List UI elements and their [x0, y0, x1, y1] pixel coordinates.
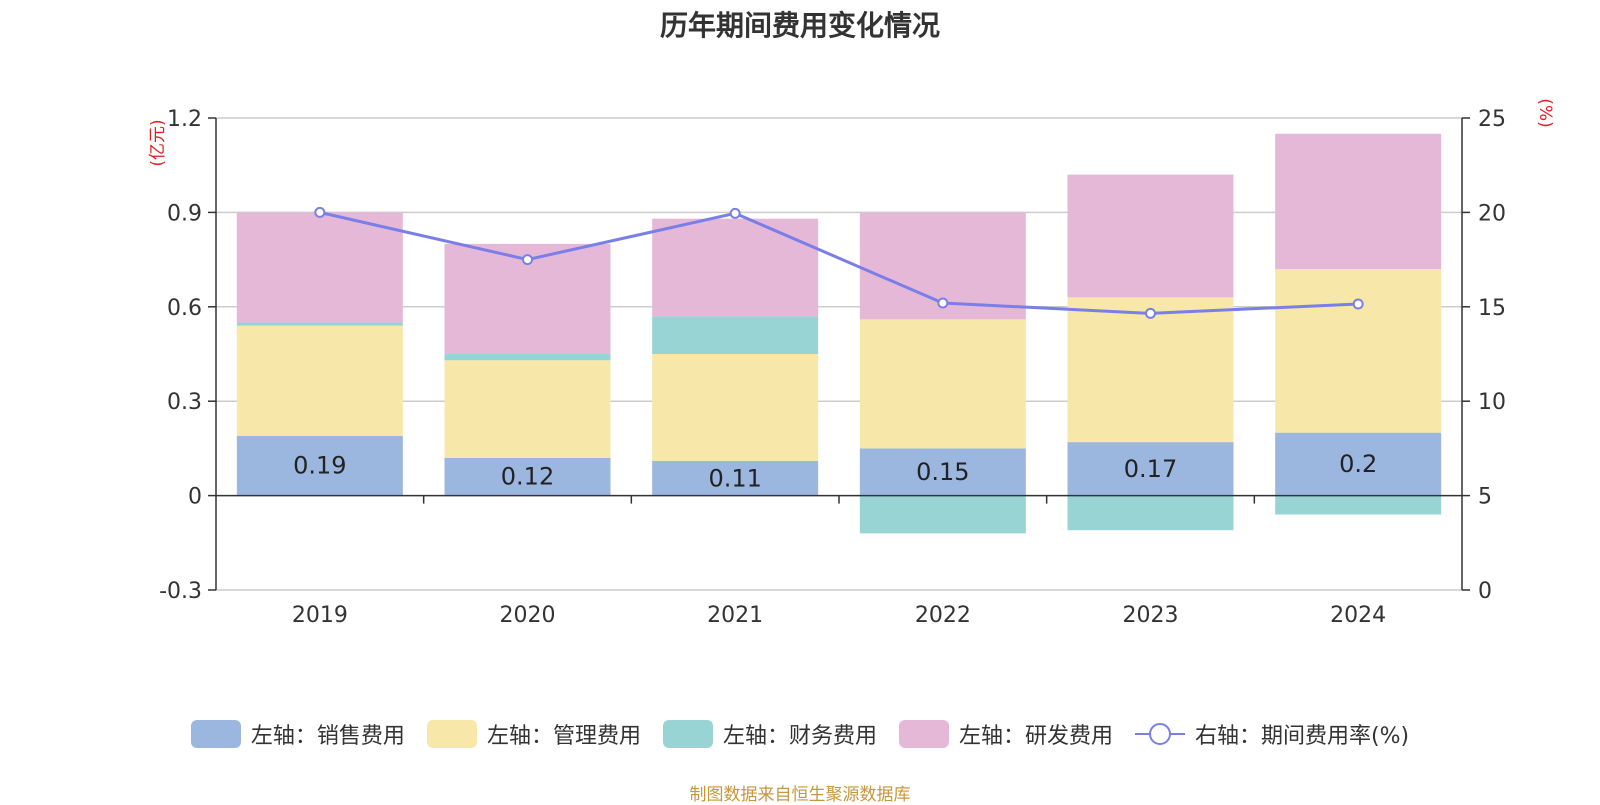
bar	[1275, 269, 1442, 433]
left-axis-tick-label: 0.3	[167, 390, 202, 415]
bar	[1275, 432, 1442, 496]
bar	[1067, 442, 1234, 496]
right-axis-tick-label: 10	[1478, 390, 1506, 415]
right-axis-tick-label: 20	[1478, 201, 1506, 226]
bar	[1067, 174, 1234, 298]
data-label: 0.19	[293, 452, 346, 480]
line-point	[522, 254, 533, 266]
legend-label: 左轴：财务费用	[722, 724, 877, 749]
legend-swatch	[662, 720, 713, 748]
left-axis-tick-label: 0	[188, 485, 202, 510]
legend-swatch	[426, 720, 477, 748]
bar	[444, 360, 611, 458]
line-point	[937, 297, 949, 309]
bar	[859, 448, 1026, 496]
data-label: 0.2	[1339, 450, 1377, 478]
legend-item[interactable]: 左轴：管理费用	[426, 718, 641, 750]
legend-item[interactable]: 右轴：期间费用率(%)	[1134, 718, 1410, 750]
legend-item[interactable]: 左轴：研发费用	[898, 718, 1113, 750]
data-label: 0.11	[708, 464, 761, 492]
legend-label: 左轴：研发费用	[958, 724, 1113, 749]
x-tick-label: 2024	[1330, 603, 1386, 628]
line-point	[1145, 307, 1156, 319]
right-axis-unit-label: (%)	[1535, 98, 1555, 127]
left-axis-unit-label: (亿元)	[148, 119, 168, 166]
legend-label: 左轴：销售费用	[250, 724, 405, 749]
legend-item[interactable]: 左轴：财务费用	[662, 718, 877, 750]
legend-label: 右轴：期间费用率(%)	[1194, 724, 1410, 749]
left-axis-tick-label: 0.9	[167, 201, 202, 226]
data-label: 0.15	[916, 458, 969, 486]
bar	[859, 319, 1026, 449]
bar	[236, 325, 403, 436]
x-tick-label: 2020	[500, 603, 556, 628]
right-axis-tick-label: 5	[1478, 485, 1492, 510]
line-series	[319, 210, 1359, 315]
bar	[859, 495, 1026, 534]
chart-title: 历年期间费用变化情况	[659, 9, 940, 42]
right-axis-tick-label: 15	[1478, 296, 1506, 321]
bar	[236, 322, 403, 326]
line-point	[1352, 298, 1364, 310]
legend-swatch	[190, 720, 241, 748]
right-axis-tick-label: 25	[1478, 107, 1506, 132]
bar	[652, 316, 819, 354]
line-point	[314, 206, 326, 218]
x-tick-label: 2022	[915, 603, 971, 628]
bar	[236, 212, 403, 323]
x-tick-label: 2019	[292, 603, 348, 628]
bar	[1067, 297, 1234, 443]
legend-swatch	[1134, 720, 1185, 748]
bar	[444, 354, 611, 361]
line-point	[729, 207, 741, 219]
left-axis-tick-label: 1.2	[167, 107, 202, 132]
bar	[652, 460, 819, 496]
left-axis-tick-label: -0.3	[159, 579, 202, 604]
chart-legend: 左轴：销售费用 左轴：管理费用 左轴：财务费用 左轴：研发费用 右轴：期间费用率(%)	[0, 718, 1600, 750]
legend-swatch	[898, 720, 949, 748]
x-tick-label: 2023	[1123, 603, 1179, 628]
bar	[1067, 495, 1234, 531]
bar	[652, 218, 819, 317]
bar	[1275, 495, 1442, 515]
bar	[444, 457, 611, 496]
legend-item[interactable]: 左轴：销售费用	[190, 718, 405, 750]
bar	[1275, 133, 1442, 270]
source-note: 制图数据来自恒生聚源数据库	[689, 785, 911, 805]
bar	[652, 354, 819, 461]
legend-label: 左轴：管理费用	[486, 724, 641, 749]
bar	[236, 435, 403, 496]
data-label: 0.17	[1124, 455, 1177, 483]
x-tick-label: 2021	[707, 603, 763, 628]
right-axis-tick-label: 0	[1478, 579, 1492, 604]
data-label: 0.12	[501, 463, 554, 491]
left-axis-tick-label: 0.6	[167, 296, 202, 321]
